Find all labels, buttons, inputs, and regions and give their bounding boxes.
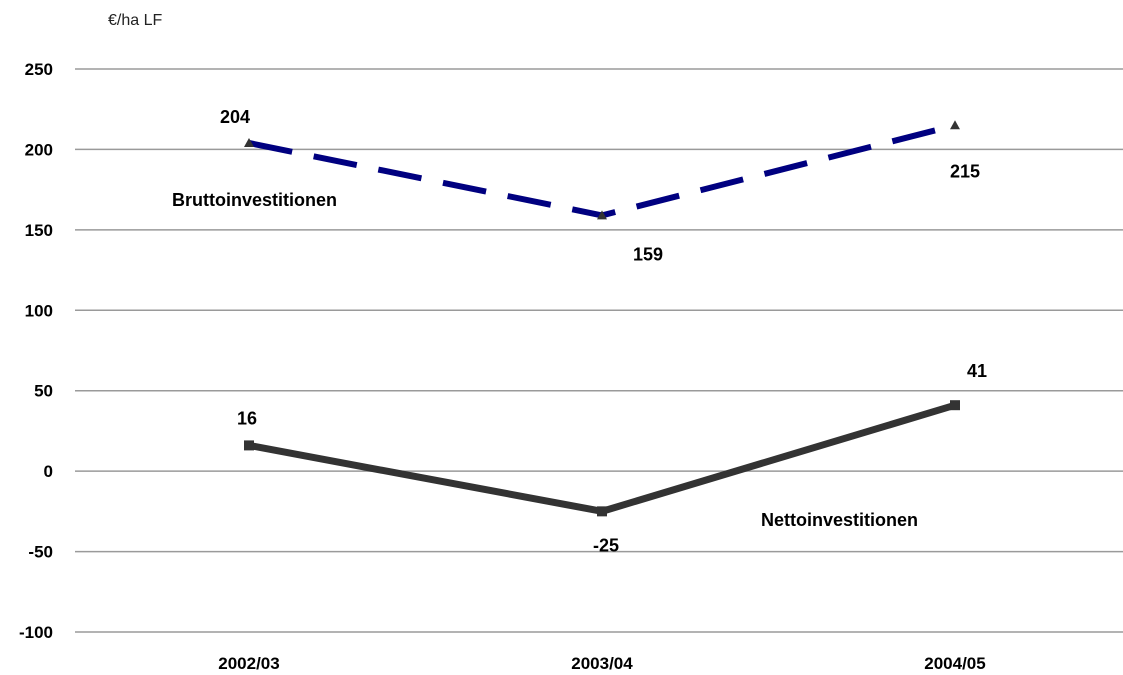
bruttoinvestitionen-value-label: 204 [220, 107, 250, 127]
nettoinvestitionen-value-label: -25 [593, 535, 619, 555]
y-tick-label: 50 [34, 382, 53, 401]
nettoinvestitionen-marker [597, 506, 607, 517]
bruttoinvestitionen-marker [597, 210, 607, 220]
nettoinvestitionen-marker [950, 400, 960, 411]
x-tick-label: 2004/05 [924, 654, 985, 673]
bruttoinvestitionen-marker [244, 137, 254, 147]
nettoinvestitionen-value-label: 16 [237, 408, 257, 428]
axis-tick-labels: 250 200 150 100 50 0 -50 -100 2002/03 2003/04 2004… [19, 60, 986, 673]
nettoinvestitionen-line [248, 401, 957, 515]
x-tick-label: 2002/03 [218, 654, 279, 673]
nettoinvestitionen-value-label: 41 [967, 361, 987, 381]
y-tick-label: 0 [44, 462, 53, 481]
y-tick-label: 150 [25, 221, 53, 240]
y-tick-label: -50 [28, 543, 53, 562]
y-tick-label: 100 [25, 301, 53, 320]
y-tick-label: 200 [25, 140, 53, 159]
y-tick-label: 250 [25, 60, 53, 79]
y-tick-label: -100 [19, 623, 53, 642]
x-tick-label: 2003/04 [571, 654, 633, 673]
nettoinvestitionen-marker [244, 440, 254, 451]
bruttoinvestitionen-value-label: 159 [633, 244, 663, 264]
data-labels: 204 159 215 16 -25 41 Bruttoinvestitionen Netto… [172, 107, 987, 555]
nettoinvestitionen-series-label: Nettoinvestitionen [761, 510, 918, 530]
y-axis-unit-label: €/ha LF [108, 12, 162, 29]
bruttoinvestitionen-marker [950, 120, 960, 130]
data-series [244, 120, 960, 517]
gridlines [75, 68, 1123, 633]
bruttoinvestitionen-line [248, 122, 956, 219]
bruttoinvestitionen-value-label: 215 [950, 161, 980, 181]
bruttoinvestitionen-series-label: Bruttoinvestitionen [172, 190, 337, 210]
